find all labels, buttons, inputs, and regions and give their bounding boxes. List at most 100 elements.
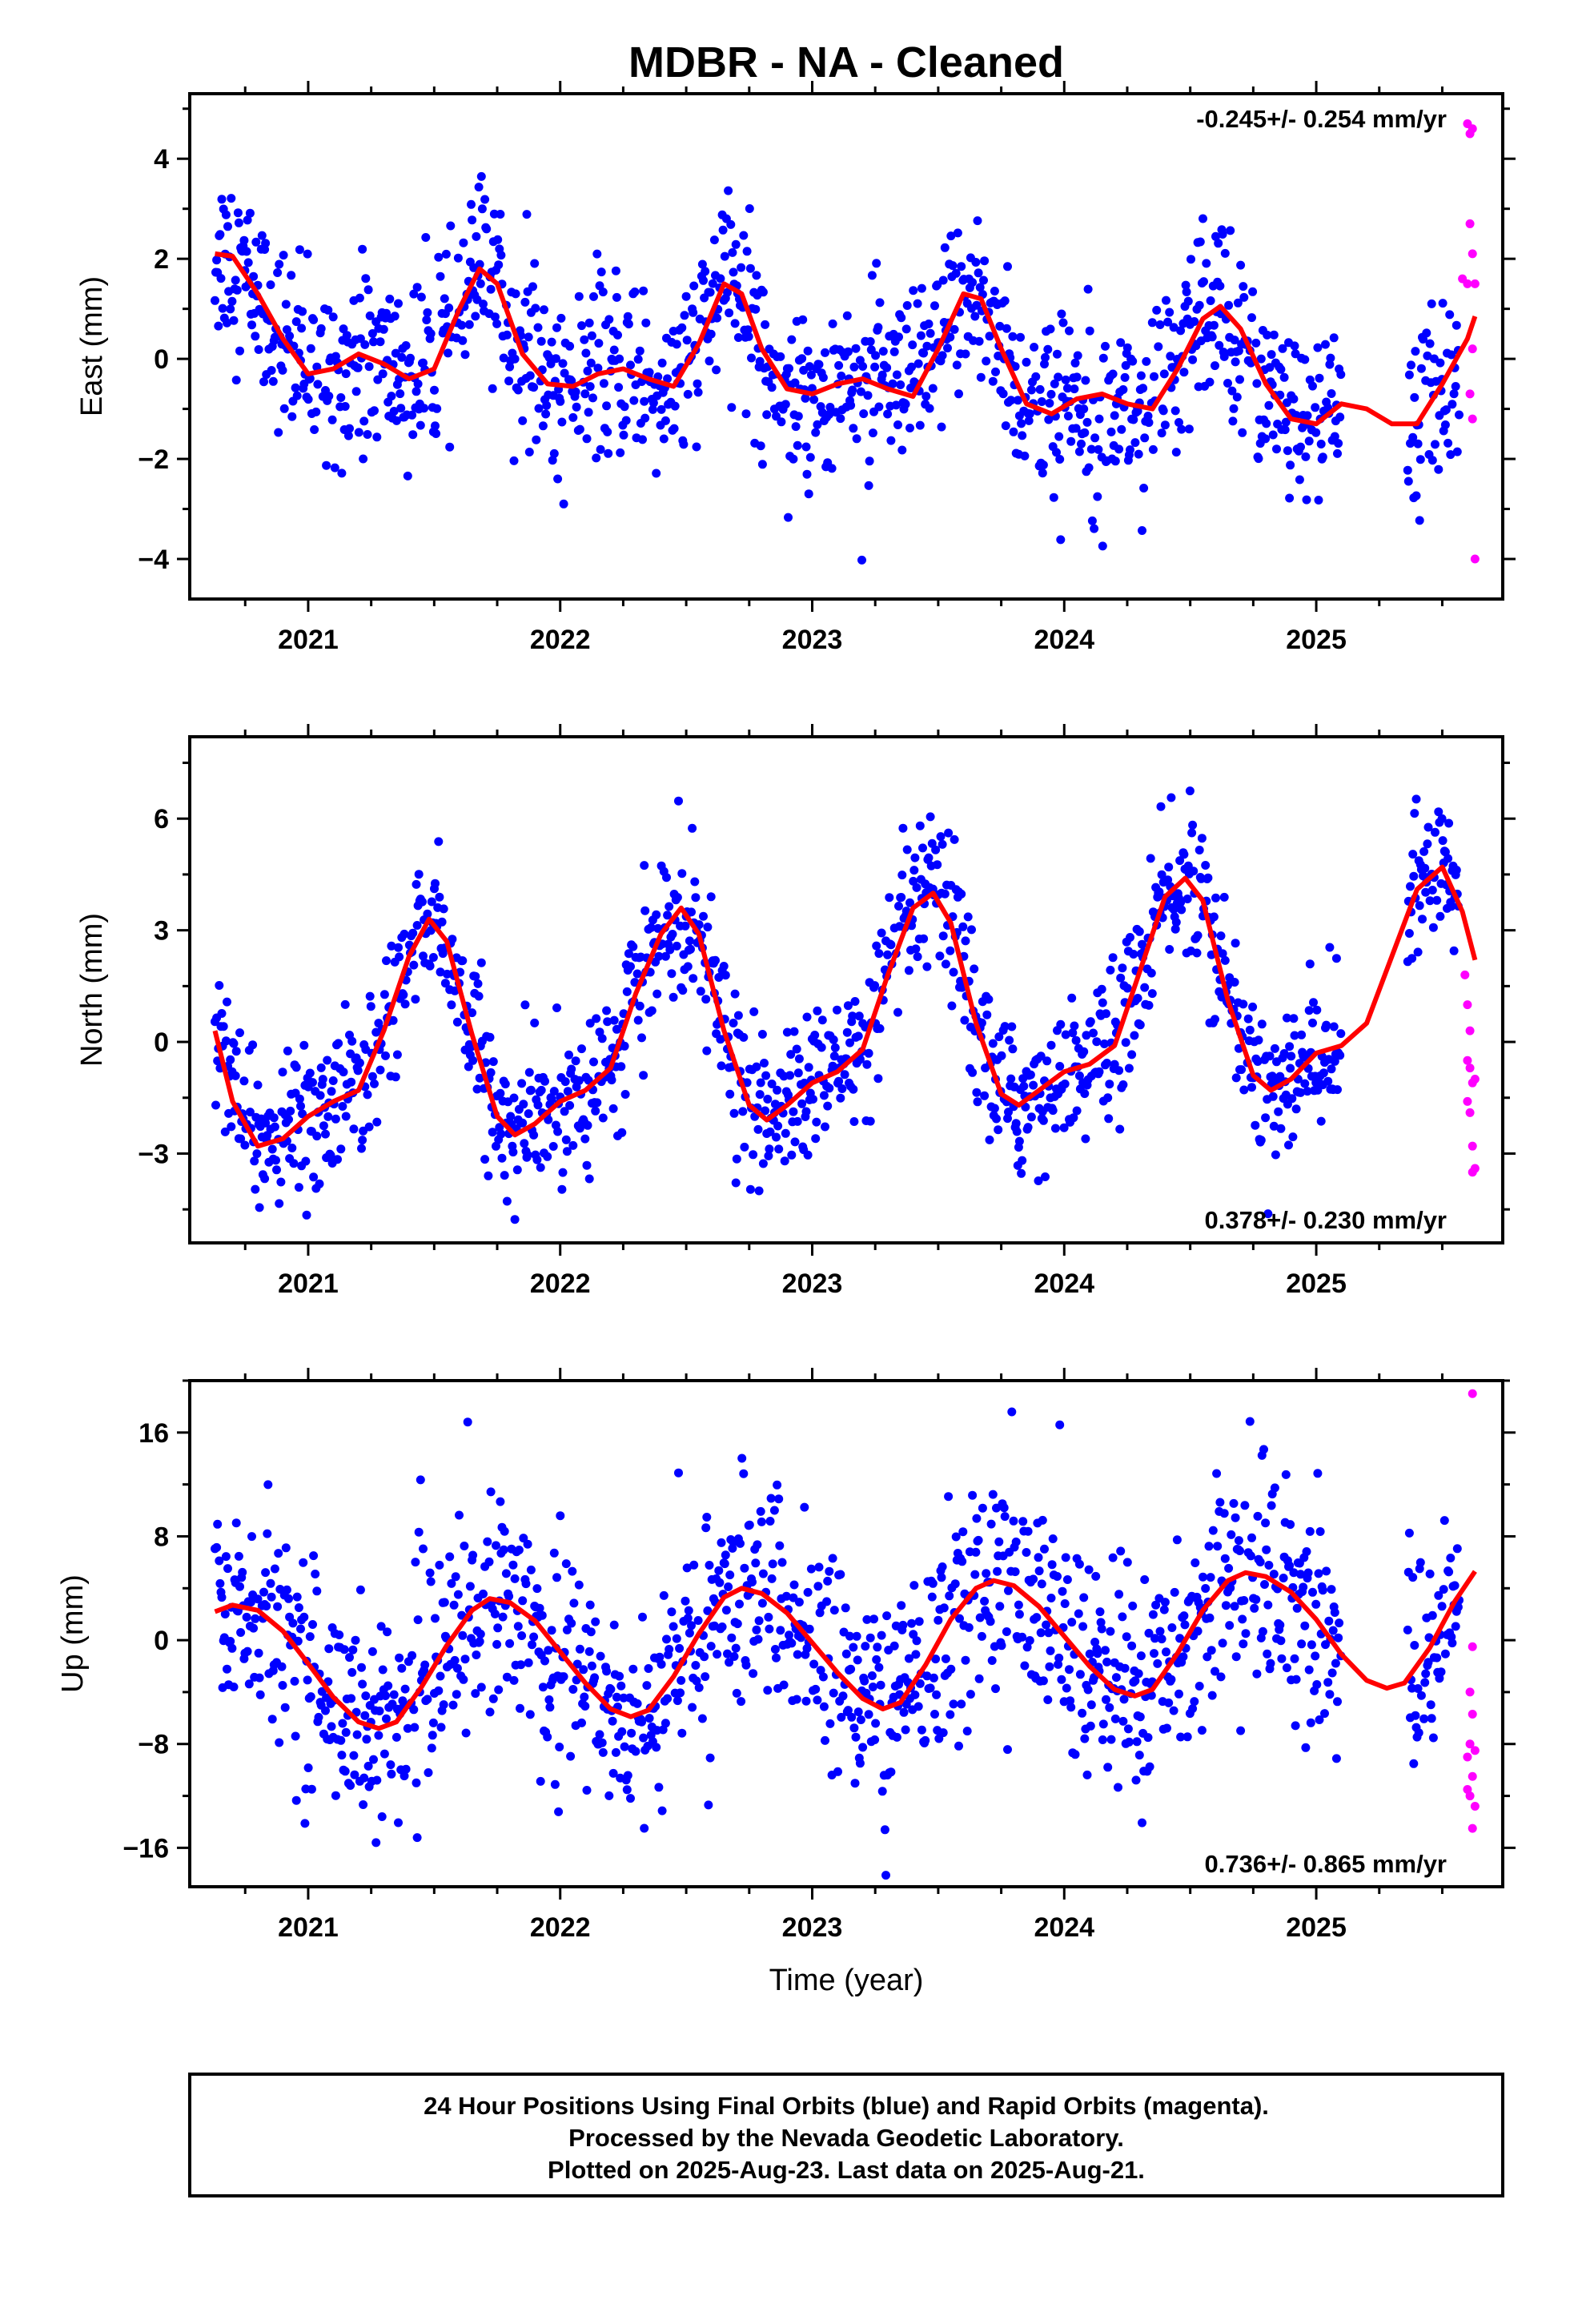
final-point [1262, 419, 1271, 428]
final-point [683, 1614, 693, 1623]
final-point [1205, 377, 1215, 387]
final-point [1177, 424, 1186, 434]
final-point [640, 396, 649, 406]
final-point [568, 1566, 577, 1576]
final-point [772, 1132, 781, 1142]
final-point [1321, 340, 1330, 349]
final-point [877, 1787, 887, 1796]
final-point [767, 383, 777, 392]
final-point [559, 499, 568, 509]
final-point [370, 1079, 379, 1088]
final-point [502, 330, 512, 340]
final-point [427, 897, 436, 907]
final-point [1038, 1676, 1048, 1686]
final-point [899, 1707, 909, 1717]
final-point [724, 1582, 733, 1591]
final-point [1044, 1628, 1054, 1638]
final-point [802, 1012, 812, 1022]
final-point [549, 1548, 559, 1558]
final-point [416, 1475, 425, 1485]
final-point [794, 1054, 804, 1063]
final-point [255, 1673, 264, 1683]
final-point [656, 404, 666, 414]
final-point [231, 1071, 240, 1080]
final-point [1062, 1683, 1071, 1693]
final-point [1145, 1762, 1154, 1771]
final-point [641, 318, 651, 328]
final-point [871, 1719, 881, 1728]
final-point [286, 1106, 295, 1116]
final-point [1295, 475, 1304, 485]
final-point [802, 469, 812, 479]
final-point [1159, 1605, 1169, 1614]
final-point [980, 1596, 990, 1606]
final-point [995, 321, 1005, 331]
final-point [937, 422, 946, 432]
footer-line-3: Plotted on 2025-Aug-23. Last data on 202… [548, 2156, 1145, 2184]
final-point [1158, 406, 1168, 416]
final-point [1046, 1594, 1056, 1602]
final-point [1237, 1065, 1247, 1075]
final-point [705, 287, 715, 297]
final-point [215, 1556, 224, 1566]
final-point [215, 1578, 225, 1588]
final-point [911, 1650, 921, 1659]
final-point [1251, 1594, 1261, 1604]
final-point [490, 1609, 500, 1618]
final-point [1122, 343, 1132, 352]
final-point [774, 1494, 784, 1504]
final-point [674, 1468, 683, 1478]
final-point [787, 1150, 797, 1160]
final-point [268, 376, 278, 386]
final-point [367, 1072, 377, 1081]
final-point [343, 431, 353, 440]
x-tick-label: 2022 [530, 625, 591, 655]
final-point [1414, 1728, 1423, 1738]
final-point [409, 1705, 419, 1715]
final-point [1159, 369, 1169, 379]
final-point [373, 375, 383, 384]
final-point [905, 424, 914, 432]
x-tick-label: 2025 [1286, 1269, 1347, 1299]
final-point [582, 1160, 592, 1170]
final-point [988, 376, 998, 386]
final-point [1160, 420, 1170, 430]
final-point [813, 1006, 822, 1015]
final-point [584, 408, 593, 417]
final-point [509, 1675, 519, 1685]
final-point [1334, 1633, 1343, 1642]
final-point [842, 311, 852, 320]
final-point [1126, 933, 1134, 942]
final-point [910, 1690, 920, 1699]
final-point [1102, 1059, 1112, 1068]
final-point [525, 1710, 535, 1719]
final-point [1009, 427, 1018, 436]
final-point [938, 839, 947, 849]
final-point [1423, 1658, 1433, 1667]
final-point [857, 555, 866, 565]
final-point [760, 1059, 769, 1068]
final-point [1333, 1085, 1342, 1095]
final-point [460, 1542, 469, 1550]
final-point [757, 1030, 767, 1039]
final-point [913, 1702, 923, 1711]
final-point [1074, 1609, 1083, 1618]
final-point [359, 1773, 369, 1783]
final-point [986, 1519, 996, 1529]
final-point [1316, 1116, 1326, 1126]
final-point [428, 953, 438, 962]
final-point [221, 210, 231, 219]
final-point [944, 1492, 954, 1502]
final-point [1423, 839, 1432, 849]
final-point [729, 1652, 739, 1661]
final-point [1056, 535, 1066, 545]
final-point [552, 1003, 561, 1012]
final-point [381, 1691, 390, 1700]
final-point [872, 1655, 881, 1664]
final-point [763, 1686, 773, 1695]
final-point [864, 480, 873, 490]
final-point [1049, 493, 1058, 502]
final-point [486, 284, 496, 294]
final-point [873, 1642, 882, 1652]
final-point [410, 1723, 420, 1732]
